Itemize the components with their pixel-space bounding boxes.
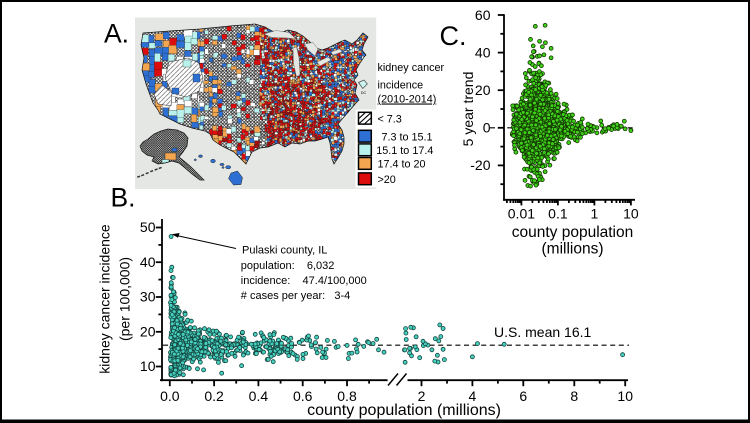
svg-text:0.01: 0.01 bbox=[508, 206, 535, 222]
svg-text:0.1: 0.1 bbox=[548, 206, 568, 222]
svg-text:kidney cancer incidence: kidney cancer incidence bbox=[97, 224, 113, 374]
svg-text:0.4: 0.4 bbox=[249, 388, 269, 404]
svg-text:0.0: 0.0 bbox=[160, 388, 180, 404]
svg-text:Pulaski county, IL: Pulaski county, IL bbox=[242, 244, 327, 256]
svg-text:60: 60 bbox=[475, 7, 491, 23]
svg-text:A.: A. bbox=[104, 19, 129, 49]
svg-text:8: 8 bbox=[570, 388, 578, 404]
svg-text:40: 40 bbox=[475, 44, 491, 60]
svg-text:20: 20 bbox=[140, 323, 156, 339]
svg-text:0: 0 bbox=[483, 120, 491, 136]
svg-text:6: 6 bbox=[519, 388, 527, 404]
svg-text:(per 100,000): (per 100,000) bbox=[117, 257, 133, 341]
svg-text:10: 10 bbox=[617, 388, 633, 404]
svg-text:30: 30 bbox=[140, 289, 156, 305]
svg-text:1: 1 bbox=[591, 206, 599, 222]
svg-text:0.6: 0.6 bbox=[293, 388, 313, 404]
svg-text:county population (millions): county population (millions) bbox=[307, 402, 501, 419]
svg-text:B.: B. bbox=[111, 183, 136, 213]
svg-text:incidence: 47.4/100,000: incidence: 47.4/100,000 bbox=[241, 275, 367, 287]
svg-text:17.4 to 20: 17.4 to 20 bbox=[378, 159, 426, 171]
svg-text:C.: C. bbox=[440, 21, 467, 51]
svg-text:4: 4 bbox=[469, 388, 477, 404]
svg-text:50: 50 bbox=[140, 219, 156, 235]
svg-text:40: 40 bbox=[140, 254, 156, 270]
svg-text:DC: DC bbox=[361, 91, 367, 95]
svg-text:10: 10 bbox=[140, 358, 156, 374]
svg-text:10: 10 bbox=[623, 206, 639, 222]
svg-text:0.8: 0.8 bbox=[337, 388, 357, 404]
svg-text:7.3 to 15.1: 7.3 to 15.1 bbox=[382, 131, 433, 143]
svg-text:0.2: 0.2 bbox=[204, 388, 224, 404]
svg-text:kidney cancer: kidney cancer bbox=[378, 62, 445, 74]
svg-text:county population: county population bbox=[512, 224, 634, 241]
svg-text:15.1 to 17.4: 15.1 to 17.4 bbox=[376, 145, 433, 157]
svg-text:20: 20 bbox=[475, 82, 491, 98]
svg-text:(2010-2014): (2010-2014) bbox=[378, 94, 437, 106]
svg-text:incidence: incidence bbox=[378, 80, 424, 92]
svg-text:-20: -20 bbox=[470, 157, 490, 173]
svg-text:5 year trend: 5 year trend bbox=[460, 72, 476, 147]
svg-text:U.S. mean 16.1: U.S. mean 16.1 bbox=[494, 324, 591, 340]
svg-text:< 7.3: < 7.3 bbox=[378, 113, 402, 125]
svg-text:(millions): (millions) bbox=[542, 241, 604, 258]
svg-text:population: 6,032: population: 6,032 bbox=[241, 260, 335, 272]
svg-text:# cases per year: 3-4: # cases per year: 3-4 bbox=[241, 290, 350, 302]
svg-text:>20: >20 bbox=[378, 174, 396, 186]
svg-text:2: 2 bbox=[418, 388, 426, 404]
